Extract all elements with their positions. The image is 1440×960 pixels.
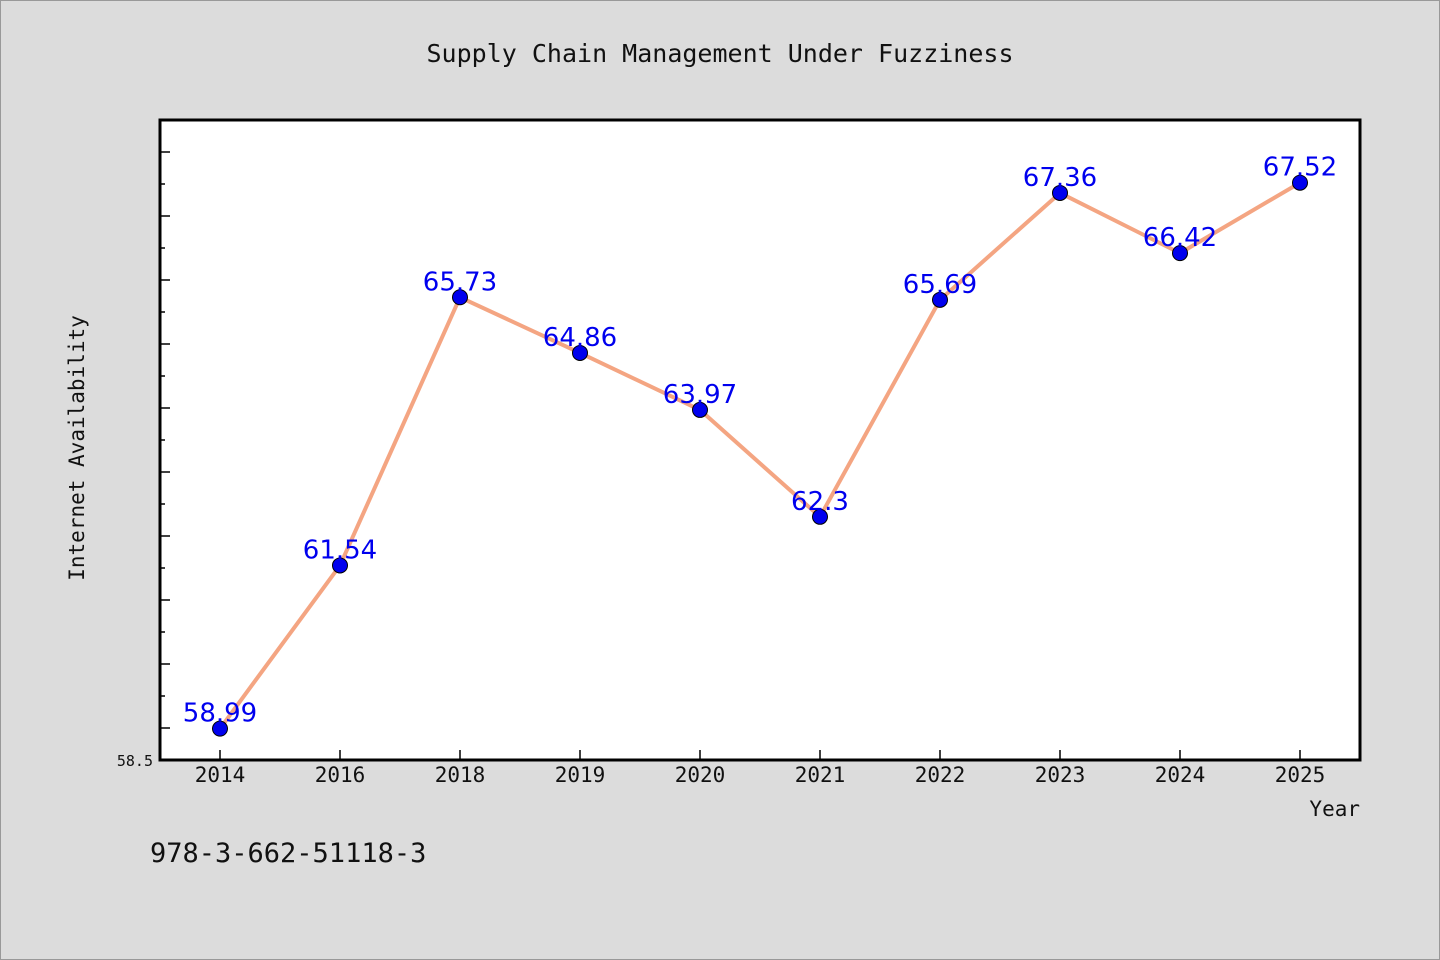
x-tick-label: 2023 xyxy=(1035,763,1086,787)
data-labels: 58.99 61.54 65.73 64.86 63.97 62.3 65.69 67.36 6… xyxy=(183,153,1337,729)
y-tick-label: 58.5 xyxy=(117,752,153,770)
x-tick-label: 2021 xyxy=(795,763,846,787)
footer-isbn: 978-3-662-51118-3 xyxy=(150,838,426,869)
data-point xyxy=(212,720,228,737)
x-axis-ticks xyxy=(219,750,1301,760)
chart-title: Supply Chain Management Under Fuzziness xyxy=(427,39,1014,68)
data-point xyxy=(1292,174,1308,191)
series-line-group xyxy=(218,180,1302,731)
x-tick-label: 2018 xyxy=(435,763,486,787)
y-axis-ticks xyxy=(160,119,170,761)
data-label: 65.69 xyxy=(903,270,977,300)
plot-area xyxy=(158,118,1362,762)
x-tick-label: 2019 xyxy=(555,763,606,787)
x-tick-label: 2022 xyxy=(915,763,966,787)
data-label: 67.36 xyxy=(1023,163,1097,193)
data-points xyxy=(212,174,1308,737)
data-label: 67.52 xyxy=(1263,153,1337,183)
data-point xyxy=(692,401,708,418)
data-point xyxy=(812,508,828,525)
x-tick-labels: 2014 2016 2018 2019 2020 2021 2022 2023 2024 2025 xyxy=(195,763,1326,787)
data-point xyxy=(1172,245,1188,262)
data-point xyxy=(932,291,948,308)
data-label: 64.86 xyxy=(543,323,617,353)
data-point xyxy=(1052,184,1068,201)
data-label: 61.54 xyxy=(303,535,377,565)
data-label: 58.99 xyxy=(183,699,257,729)
x-axis-label: Year xyxy=(1309,797,1360,821)
data-point xyxy=(572,344,588,361)
data-label: 63.97 xyxy=(663,380,737,410)
data-label: 62.3 xyxy=(791,487,849,517)
x-tick-label: 2014 xyxy=(195,763,246,787)
data-point xyxy=(332,557,348,574)
x-tick-label: 2025 xyxy=(1275,763,1326,787)
data-label: 65.73 xyxy=(423,267,497,297)
data-point xyxy=(452,289,468,306)
series-line xyxy=(218,180,1302,731)
x-tick-label: 2024 xyxy=(1155,763,1206,787)
data-label: 66.42 xyxy=(1143,223,1217,253)
x-tick-label: 2016 xyxy=(315,763,366,787)
y-axis-label: Internet Availability xyxy=(65,315,89,581)
x-tick-label: 2020 xyxy=(675,763,726,787)
